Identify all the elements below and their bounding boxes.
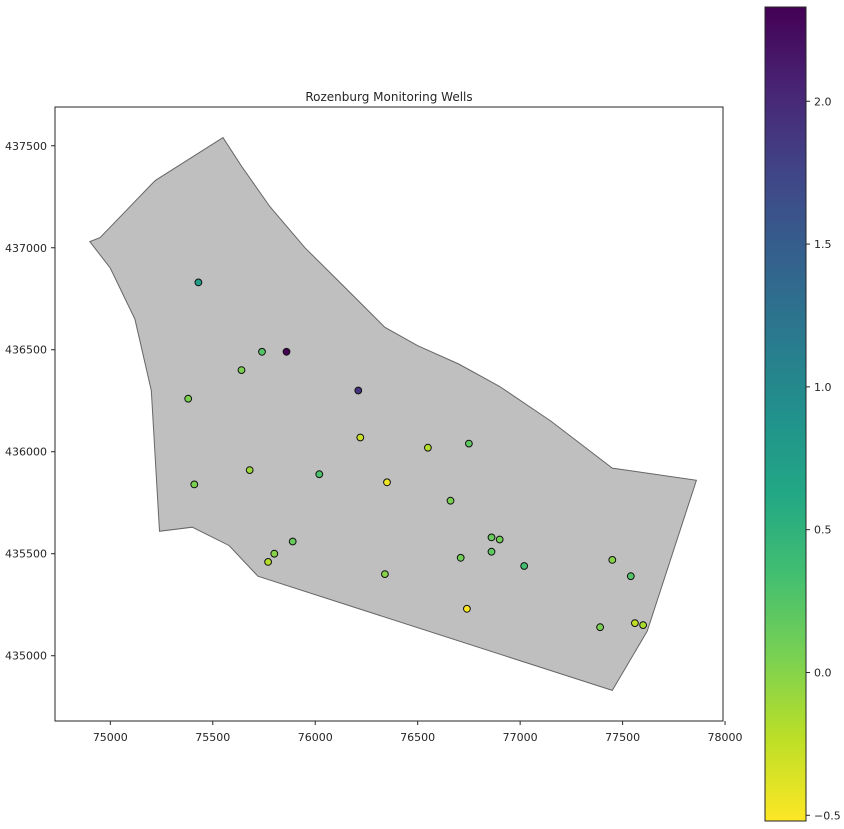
colorbar-gradient xyxy=(764,6,807,822)
x-tick-label: 75500 xyxy=(195,731,230,744)
plot-area xyxy=(88,136,698,691)
well-point-20 xyxy=(264,558,273,566)
well-point-6 xyxy=(354,386,363,395)
well-point-19 xyxy=(270,549,279,558)
well-point-21 xyxy=(456,553,465,562)
x-tick-label: 77500 xyxy=(605,731,640,744)
colorbar-tick-label: 1.5 xyxy=(814,238,832,251)
well-point-4 xyxy=(237,366,246,375)
x-tick-label: 76000 xyxy=(298,731,333,744)
well-point-28 xyxy=(631,619,639,627)
y-tick-label: 436500 xyxy=(5,344,47,357)
colorbar-tick-label: 0.0 xyxy=(814,666,832,679)
well-point-8 xyxy=(424,443,432,452)
well-point-7 xyxy=(356,433,365,442)
well-point-3 xyxy=(258,347,266,356)
chart-title: Rozenburg Monitoring Wells xyxy=(305,90,472,104)
colorbar: −0.5 0.0 0.5 1.0 1.5 2.0 xyxy=(764,6,841,822)
well-point-5 xyxy=(184,394,193,403)
well-point-18 xyxy=(487,547,496,556)
well-points xyxy=(184,278,647,632)
x-axis: 75000 75500 76000 76500 77000 77500 78000 xyxy=(93,721,743,744)
well-point-15 xyxy=(288,537,297,546)
rozenburg-region-polygon xyxy=(88,136,698,691)
x-tick-label: 76500 xyxy=(400,731,435,744)
well-point-1 xyxy=(194,278,203,287)
well-point-14 xyxy=(446,496,455,505)
colorbar-tick-label: 0.5 xyxy=(814,524,832,537)
well-point-25 xyxy=(626,572,635,581)
well-point-24 xyxy=(381,570,389,578)
well-point-22 xyxy=(520,562,529,570)
y-tick-label: 437500 xyxy=(5,140,47,153)
well-point-27 xyxy=(596,623,604,632)
x-tick-label: 78000 xyxy=(708,731,743,744)
y-tick-label: 437000 xyxy=(5,242,47,255)
well-point-13 xyxy=(383,478,391,487)
well-point-23 xyxy=(608,556,617,564)
well-point-9 xyxy=(465,439,473,448)
plot-frame xyxy=(54,106,724,722)
colorbar-tick-label: 1.0 xyxy=(814,381,832,394)
x-tick-label: 75000 xyxy=(93,731,128,744)
colorbar-tick-label: −0.5 xyxy=(814,809,841,822)
well-point-2 xyxy=(282,347,291,356)
colorbar-tick-label: 2.0 xyxy=(814,95,832,108)
well-point-11 xyxy=(315,470,324,479)
y-tick-label: 435500 xyxy=(5,548,47,561)
well-point-29 xyxy=(639,621,647,629)
colorbar-ticks: −0.5 0.0 0.5 1.0 1.5 2.0 xyxy=(806,95,841,822)
well-point-26 xyxy=(463,604,471,613)
well-point-10 xyxy=(245,466,254,475)
well-point-12 xyxy=(190,480,199,489)
well-point-16 xyxy=(487,533,496,542)
y-tick-label: 435000 xyxy=(5,650,47,663)
y-axis: 435000 435500 436000 436500 437000 437500 xyxy=(5,140,55,663)
well-point-17 xyxy=(495,535,504,544)
y-tick-label: 436000 xyxy=(5,446,47,459)
x-tick-label: 77000 xyxy=(503,731,538,744)
